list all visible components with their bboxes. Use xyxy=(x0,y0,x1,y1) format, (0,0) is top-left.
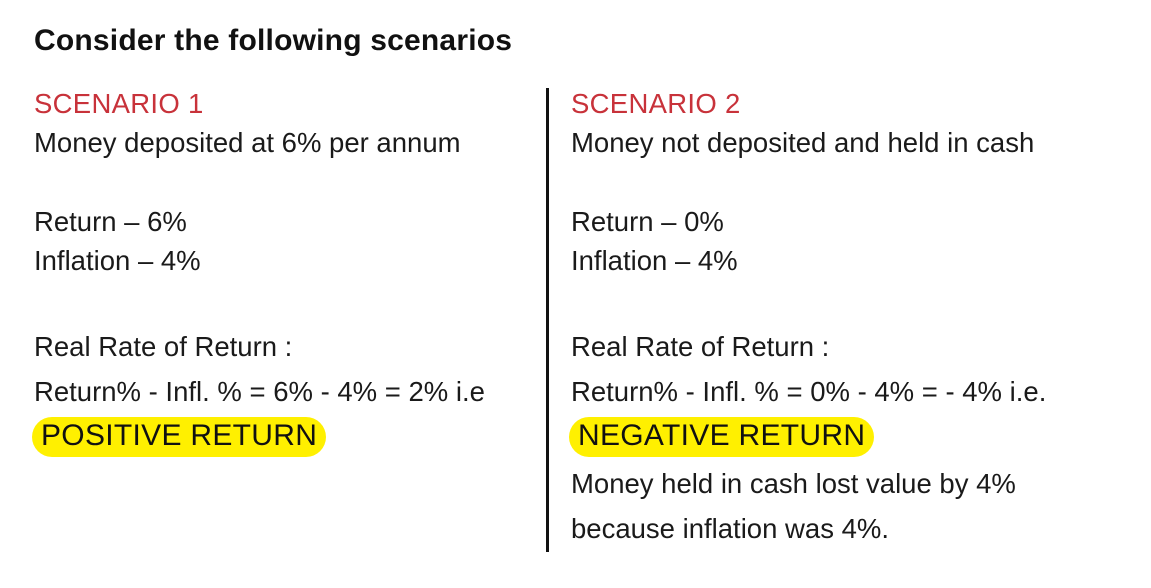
scenario-2-note-line-2: because inflation was 4%. xyxy=(571,513,889,544)
scenario-1-real-rate-label: Real Rate of Return : xyxy=(34,331,293,362)
scenario-1-result-badge: POSITIVE RETURN xyxy=(32,417,327,457)
page-title: Consider the following scenarios xyxy=(34,24,513,57)
scenario-2-inflation: Inflation – 4% xyxy=(571,245,738,276)
scenario-2-heading: SCENARIO 2 xyxy=(571,88,741,119)
scenario-1-heading: SCENARIO 1 xyxy=(34,88,204,119)
scenario-2-note-line-1: Money held in cash lost value by 4% xyxy=(571,468,1016,499)
scenario-2-formula: Return% - Infl. % = 0% - 4% = - 4% i.e. xyxy=(571,376,1047,407)
scenario-2-column: SCENARIO 2 Money not deposited and held … xyxy=(569,0,1131,588)
scenario-2-real-rate-label: Real Rate of Return : xyxy=(571,331,830,362)
scenario-2-return: Return – 0% xyxy=(571,206,724,237)
scenario-1-inflation: Inflation – 4% xyxy=(34,245,201,276)
column-divider xyxy=(546,88,549,552)
scenario-2-result-badge: NEGATIVE RETURN xyxy=(569,417,875,457)
scenario-1-description: Money deposited at 6% per annum xyxy=(34,127,461,158)
scenario-2-description: Money not deposited and held in cash xyxy=(571,127,1035,158)
scenario-1-column: SCENARIO 1 Money deposited at 6% per ann… xyxy=(32,0,574,588)
scenario-1-formula: Return% - Infl. % = 6% - 4% = 2% i.e xyxy=(34,376,485,407)
scenario-1-return: Return – 6% xyxy=(34,206,187,237)
